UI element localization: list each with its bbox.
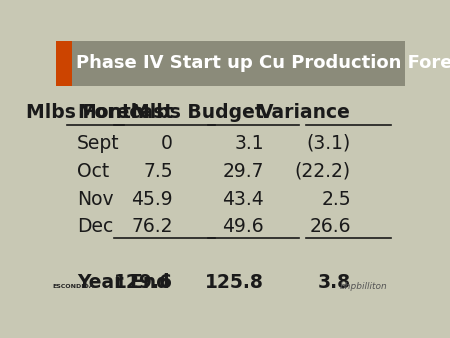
Text: Dec: Dec: [77, 217, 113, 236]
Text: 26.6: 26.6: [310, 217, 351, 236]
Text: 2.5: 2.5: [321, 190, 351, 209]
FancyBboxPatch shape: [56, 41, 72, 86]
Text: 129.6: 129.6: [114, 273, 173, 292]
Text: 76.2: 76.2: [131, 217, 173, 236]
Text: 7.5: 7.5: [144, 162, 173, 181]
Text: Sept: Sept: [77, 134, 120, 153]
Text: (22.2): (22.2): [295, 162, 351, 181]
Text: bhpbilliton: bhpbilliton: [339, 282, 387, 291]
Text: Phase IV Start up Cu Production Forecast: Phase IV Start up Cu Production Forecast: [76, 54, 450, 72]
Text: Mlbs Budget: Mlbs Budget: [131, 103, 264, 122]
Text: 3.8: 3.8: [318, 273, 351, 292]
Text: Variance: Variance: [259, 103, 351, 122]
Text: 29.7: 29.7: [222, 162, 264, 181]
Text: 43.4: 43.4: [222, 190, 264, 209]
Text: Month: Month: [77, 103, 144, 122]
Text: 125.8: 125.8: [205, 273, 264, 292]
Text: 49.6: 49.6: [222, 217, 264, 236]
Text: 45.9: 45.9: [131, 190, 173, 209]
Text: 3.1: 3.1: [234, 134, 264, 153]
Text: Year End: Year End: [77, 273, 170, 292]
Text: ESCONDIDA: ESCONDIDA: [53, 284, 94, 289]
Text: Nov: Nov: [77, 190, 114, 209]
Text: 0: 0: [161, 134, 173, 153]
Text: Mlbs Forecast: Mlbs Forecast: [26, 103, 173, 122]
FancyBboxPatch shape: [56, 41, 405, 86]
Text: (3.1): (3.1): [307, 134, 351, 153]
Text: Oct: Oct: [77, 162, 109, 181]
